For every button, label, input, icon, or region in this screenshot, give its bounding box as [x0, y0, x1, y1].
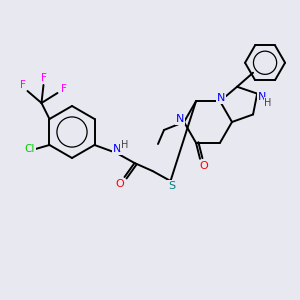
Text: H: H — [265, 98, 272, 108]
Text: N: N — [217, 93, 225, 103]
Text: O: O — [200, 161, 208, 171]
Text: S: S — [168, 181, 175, 191]
Text: N: N — [258, 92, 266, 102]
Text: F: F — [40, 73, 46, 83]
Text: H: H — [121, 140, 128, 150]
Text: F: F — [20, 80, 26, 90]
Text: Cl: Cl — [24, 144, 35, 154]
Text: N: N — [113, 144, 122, 154]
Text: F: F — [61, 84, 66, 94]
Text: N: N — [176, 114, 184, 124]
Text: O: O — [115, 179, 124, 189]
